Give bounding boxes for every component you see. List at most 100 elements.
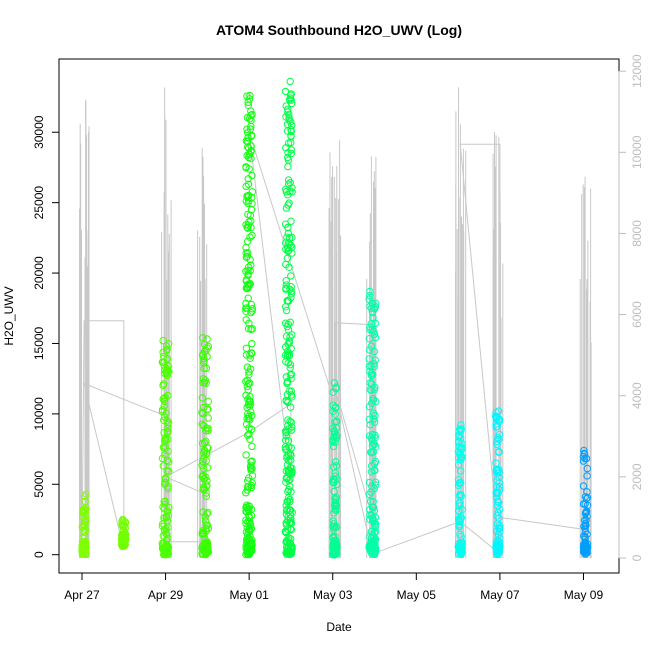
data-point [159, 520, 167, 528]
data-point [285, 387, 294, 395]
data-point [371, 481, 380, 489]
data-point [583, 543, 592, 551]
data-point [282, 436, 290, 445]
data-point [456, 530, 464, 539]
data-point [283, 120, 292, 129]
data-point [495, 479, 504, 487]
data-point [286, 514, 294, 522]
data-point [242, 377, 250, 386]
data-point [286, 475, 294, 484]
data-point [243, 501, 251, 509]
data-point [284, 416, 292, 424]
data-point [161, 393, 169, 402]
data-point [82, 515, 90, 524]
data-point [456, 502, 464, 510]
data-point [198, 394, 207, 402]
data-point [200, 465, 208, 473]
data-point [370, 304, 378, 312]
data-point [80, 505, 88, 513]
data-point [160, 428, 168, 437]
data-point [242, 519, 250, 527]
data-point [244, 180, 253, 189]
data-point [457, 492, 465, 500]
data-point [202, 492, 211, 500]
data-point [579, 482, 588, 490]
data-point [285, 477, 293, 485]
data-point [286, 91, 295, 99]
x-axis: Apr 27 Apr 29 May 01 May 03 May 05 May 07 May … [64, 572, 603, 602]
right-tick-label: 6000 [630, 301, 644, 328]
data-point [165, 467, 173, 475]
data-point [245, 95, 254, 103]
x-axis-label: Date [326, 620, 352, 634]
data-point [244, 431, 252, 439]
data-point [245, 512, 253, 520]
data-point [246, 233, 254, 241]
data-point [247, 142, 255, 150]
data-point [248, 472, 257, 480]
data-point [288, 331, 296, 339]
data-point [204, 524, 213, 533]
data-point [583, 530, 591, 538]
data-point [583, 472, 591, 480]
data-point [161, 475, 170, 483]
data-point [163, 345, 171, 354]
data-point [368, 543, 376, 551]
data-point [371, 550, 379, 559]
data-point [287, 125, 295, 134]
data-point [365, 415, 374, 423]
data-point [281, 220, 290, 228]
data-point [160, 416, 168, 424]
data-point [282, 538, 290, 546]
data-point [495, 469, 503, 477]
line-spike-7 [579, 176, 592, 558]
data-point [368, 449, 376, 457]
data-point [284, 398, 292, 407]
data-point [287, 146, 295, 154]
data-point [368, 539, 376, 548]
data-point [283, 525, 292, 533]
data-point [333, 432, 341, 440]
data-point [244, 224, 252, 233]
data-point [242, 344, 251, 352]
data-point [245, 474, 253, 482]
x-tick-label: May 07 [480, 588, 520, 602]
data-point [329, 540, 338, 548]
data-point [371, 333, 380, 342]
data-point [495, 448, 503, 456]
data-point [370, 347, 378, 356]
data-point [242, 249, 250, 257]
data-point [246, 354, 254, 362]
data-point [286, 550, 294, 558]
point-cluster-1 [118, 515, 130, 550]
data-point [161, 480, 169, 488]
data-point [246, 280, 255, 288]
data-point [285, 486, 293, 494]
data-point [246, 351, 254, 359]
data-point [246, 266, 254, 275]
data-point [247, 481, 256, 490]
data-point [243, 304, 251, 312]
data-point [285, 110, 293, 119]
data-point [369, 503, 378, 511]
data-point [244, 175, 252, 183]
data-point [370, 409, 378, 417]
data-point [243, 403, 251, 412]
data-point [246, 520, 255, 529]
data-point [198, 351, 207, 360]
data-point [247, 132, 256, 140]
data-point [284, 247, 292, 256]
data-point [494, 497, 502, 506]
data-point [285, 443, 293, 451]
data-point [163, 371, 171, 380]
data-point [332, 506, 340, 515]
data-point [288, 233, 296, 242]
data-point [367, 386, 375, 394]
data-point [370, 327, 378, 335]
data-point [247, 461, 255, 469]
data-point [366, 292, 374, 300]
data-point [164, 362, 173, 370]
data-point [579, 500, 588, 508]
data-point [202, 543, 210, 552]
